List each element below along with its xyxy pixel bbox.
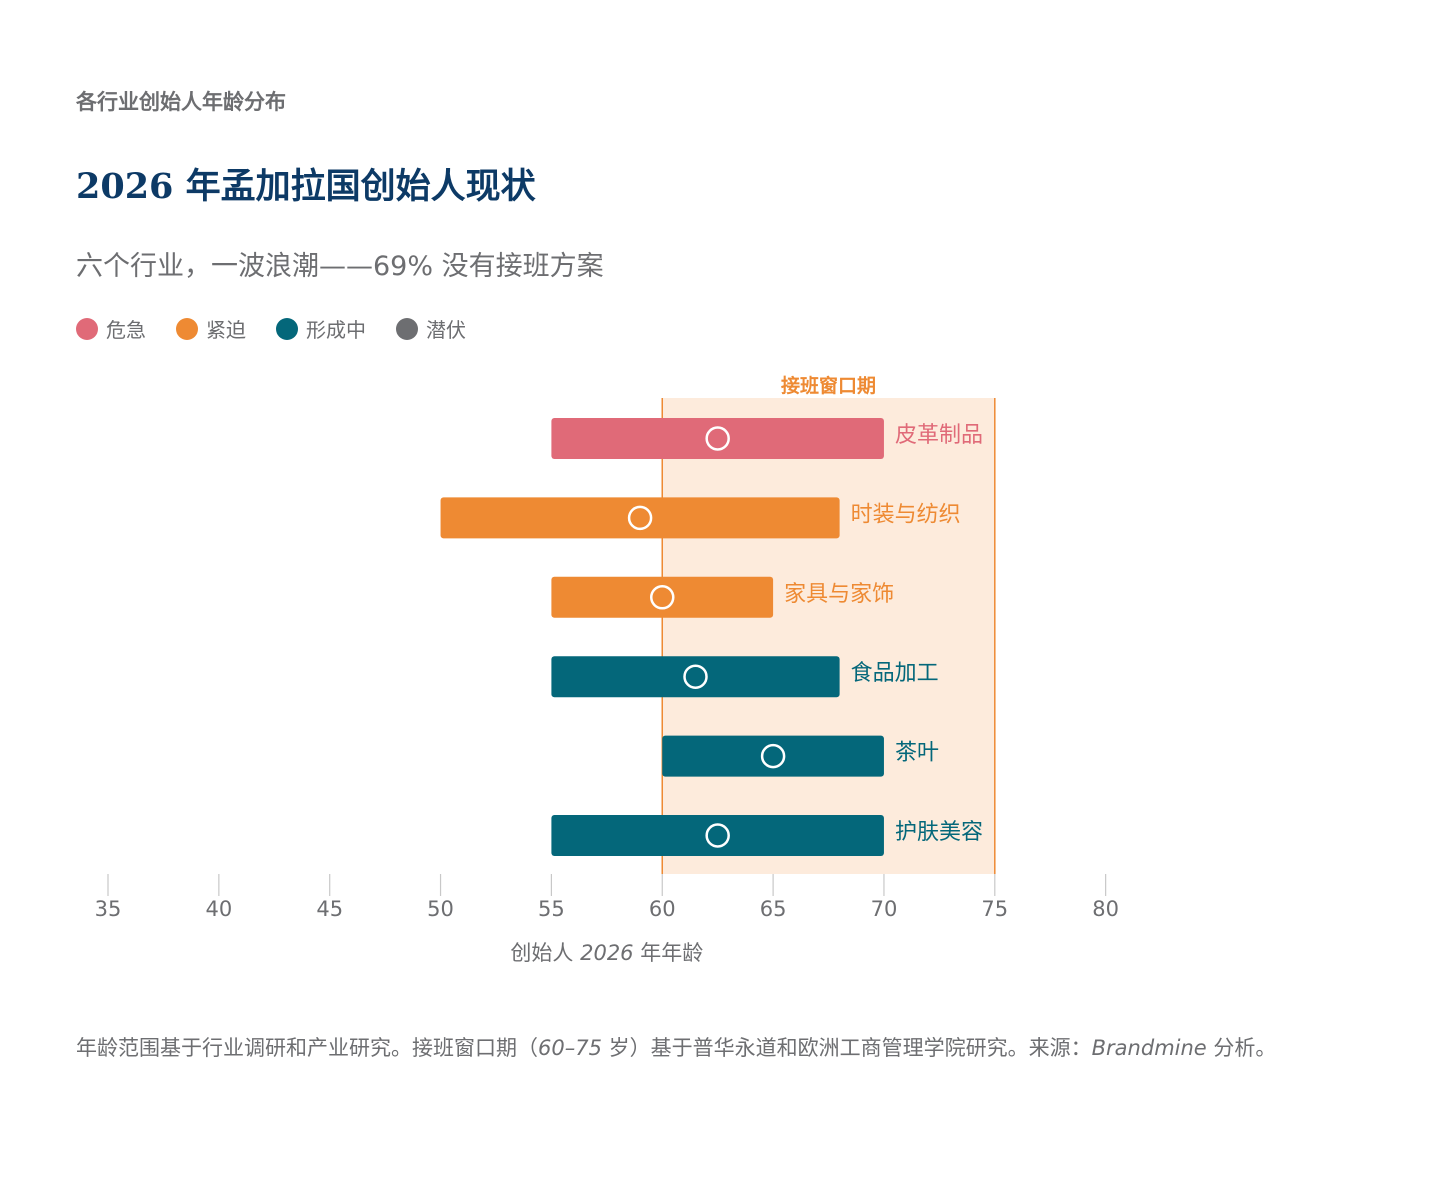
footnote-text-3: 分析。 — [1206, 1036, 1277, 1060]
range-bar — [551, 418, 884, 459]
x-tick-label: 55 — [538, 897, 565, 921]
footnote-text-1: 年龄范围基于行业调研和产业研究。接班窗口期（ — [76, 1036, 538, 1060]
legend-swatch-emerging — [276, 317, 298, 340]
industry-label: 家具与家饰 — [784, 582, 894, 607]
median-marker — [705, 426, 730, 451]
legend-item-latent: 潜伏 — [396, 314, 466, 343]
footnote-text-2: 岁）基于普华永道和欧洲工商管理学院研究。来源： — [601, 1036, 1092, 1060]
legend-swatch-urgent — [176, 317, 198, 340]
industry-label: 食品加工 — [851, 661, 939, 686]
legend-item-urgent: 紧迫 — [176, 314, 246, 343]
chart-title: 2026 年孟加拉国创始人现状 — [76, 166, 536, 207]
median-marker — [627, 505, 653, 531]
chart-subtitle: 六个行业，一波浪潮——69% 没有接班方案 — [76, 251, 604, 282]
legend-item-emerging: 形成中 — [276, 314, 366, 343]
legend-label-critical: 危急 — [106, 318, 146, 342]
industry-label: 护肤美容 — [895, 820, 983, 845]
x-tick-label: 75 — [981, 897, 1008, 921]
chart-kicker: 各行业创始人年龄分布 — [76, 90, 286, 114]
x-tick-label: 60 — [649, 897, 676, 921]
x-axis-title: 创始人 2026 年年龄 — [510, 941, 703, 965]
x-tick-label: 45 — [316, 897, 343, 921]
median-marker — [760, 743, 786, 769]
range-bar — [551, 576, 774, 618]
legend-label-emerging: 形成中 — [306, 318, 366, 342]
legend-label-urgent: 紧迫 — [206, 318, 246, 342]
succession-window-label: 接班窗口期 — [781, 374, 876, 397]
legend-swatch-critical — [76, 317, 98, 340]
industry-label: 皮革制品 — [895, 423, 983, 448]
median-marker — [705, 823, 730, 848]
industry-label: 时装与纺织 — [851, 502, 961, 527]
x-tick-label: 70 — [871, 897, 898, 921]
x-tick-label: 65 — [760, 897, 787, 921]
x-tick-label: 35 — [95, 897, 122, 921]
median-marker — [650, 585, 675, 610]
range-bar — [551, 815, 884, 856]
footnote: 年龄范围基于行业调研和产业研究。接班窗口期（60–75 岁）基于普华永道和欧洲工… — [76, 1032, 1366, 1065]
range-bar — [440, 497, 840, 539]
succession-window-band — [662, 398, 995, 874]
range-bar — [662, 735, 884, 777]
range-bar — [551, 656, 840, 698]
industry-label: 茶叶 — [895, 741, 939, 766]
legend-swatch-latent — [396, 317, 418, 340]
x-tick-label: 40 — [205, 897, 232, 921]
footnote-range: 60–75 — [538, 1036, 602, 1060]
footnote-source: Brandmine — [1091, 1036, 1207, 1060]
median-marker — [683, 664, 708, 689]
legend-label-latent: 潜伏 — [426, 318, 466, 342]
x-tick-label: 50 — [427, 897, 454, 921]
x-tick-label: 80 — [1092, 897, 1119, 921]
legend-item-critical: 危急 — [76, 314, 146, 343]
legend: 危急 紧迫 形成中 潜伏 — [76, 314, 466, 343]
